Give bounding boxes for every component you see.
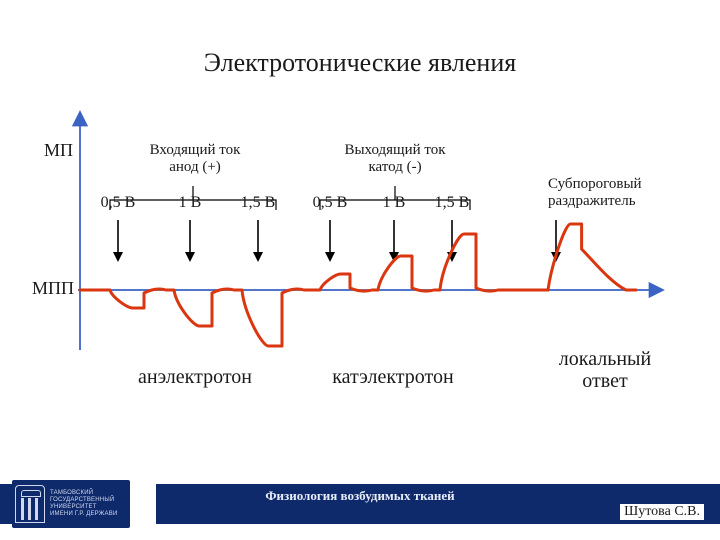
footer-course-title: Физиология возбудимых тканей <box>0 488 720 504</box>
svg-text:0,5 В: 0,5 В <box>313 194 348 211</box>
svg-text:1,5 В: 1,5 В <box>241 194 276 211</box>
svg-text:0,5 В: 0,5 В <box>101 194 136 211</box>
figure-svg: 0,5 В 1 В 1,5 В 0,5 В 1 В 1,5 В <box>0 0 720 440</box>
svg-text:1 В: 1 В <box>383 194 406 211</box>
svg-text:1 В: 1 В <box>179 194 202 211</box>
uni-line-4: ИМЕНИ Г.Р. ДЕРЖАВИ <box>50 511 117 517</box>
svg-text:1,5 В: 1,5 В <box>435 194 470 211</box>
uni-line-3: УНИВЕРСИТЕТ <box>50 504 97 510</box>
footer-author: Шутова С.В. <box>620 504 704 520</box>
